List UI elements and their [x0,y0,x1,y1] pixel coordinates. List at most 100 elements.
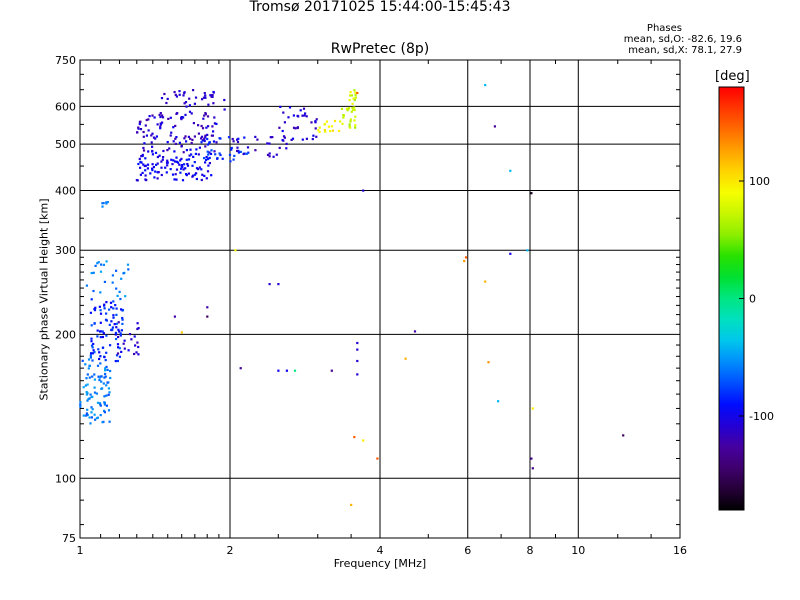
data-point [135,351,138,354]
data-point [212,102,215,105]
data-point [237,137,240,140]
data-point [111,281,114,284]
data-point [242,152,245,156]
data-point [299,109,302,112]
data-point [347,107,350,111]
data-point [111,326,114,329]
data-point [155,135,158,138]
data-point [236,146,239,149]
data-point [195,148,198,151]
data-point [94,306,97,309]
data-point [190,112,193,115]
data-point [281,129,284,133]
data-point [185,149,188,152]
data-point [212,130,215,133]
data-point [212,90,215,94]
data-point [187,172,190,175]
data-point [484,84,487,87]
data-point [181,179,185,182]
data-point [206,143,210,146]
data-point [102,263,105,266]
data-point [349,94,352,97]
data-point [282,135,286,138]
data-point [87,358,91,361]
data-point [109,301,113,304]
data-point [90,340,93,343]
data-point [181,116,184,119]
data-point [96,335,99,338]
data-point [136,131,139,134]
data-point [100,263,103,266]
data-point [201,173,204,176]
data-point [184,135,187,138]
data-point [94,264,97,267]
data-point [154,170,157,173]
data-point [91,352,94,355]
data-point [157,171,160,174]
y-tick-label: 500 [55,138,76,151]
data-point [315,135,318,138]
data-point [318,126,321,129]
data-point [119,332,122,335]
data-point [193,102,196,105]
data-point [331,129,334,132]
data-point [269,136,272,139]
data-point [206,157,209,161]
data-point [169,116,172,119]
data-point [114,331,118,334]
data-point [191,138,194,141]
data-point [354,91,357,94]
data-point [99,291,102,294]
data-point [170,158,173,161]
data-point [170,131,173,134]
x-tick-label: 10 [571,544,585,557]
data-point [86,383,89,386]
data-point [182,94,185,97]
data-point [317,129,320,132]
data-point [167,117,170,120]
data-point [114,360,117,363]
data-point [178,163,181,166]
data-point [271,136,274,139]
data-point [215,122,218,125]
x-tick-label: 2 [227,544,234,557]
data-point [109,344,112,347]
data-point [104,318,108,321]
data-point [94,418,97,421]
data-point [192,174,195,177]
data-point [91,375,94,378]
data-point [133,352,136,356]
data-point [192,122,195,125]
data-point [121,316,124,320]
data-point [318,130,321,134]
data-point [351,102,354,105]
data-point [107,381,110,384]
data-point [112,314,115,317]
data-point [158,113,161,116]
phase-x-stats: mean, sd,X: 78.1, 27.9 [628,45,742,56]
data-point [120,350,123,353]
data-point [172,126,175,129]
data-point [190,153,193,156]
data-point [161,114,164,117]
data-point [211,134,214,137]
data-point [278,126,281,129]
data-point [205,155,208,159]
data-point [97,348,100,351]
data-point [291,137,295,140]
data-point [160,173,163,177]
data-point [144,157,147,160]
data-point [118,330,121,333]
data-point [86,392,89,395]
data-point [302,107,306,110]
data-point [174,160,177,163]
data-point [105,394,108,397]
data-point [354,115,357,118]
data-point [105,365,108,368]
data-point [98,379,101,382]
data-point [135,179,138,182]
data-point [188,154,191,157]
y-tick-label: 300 [55,244,76,257]
data-point [404,357,407,360]
data-point [99,362,102,365]
